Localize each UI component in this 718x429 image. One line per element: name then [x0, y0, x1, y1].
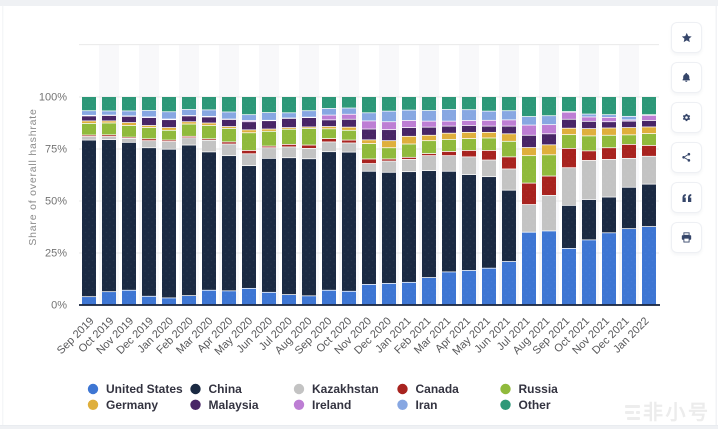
- svg-text:Iran: Iran: [416, 398, 438, 412]
- svg-text:Ireland: Ireland: [312, 398, 351, 412]
- svg-text:50%: 50%: [45, 195, 67, 207]
- svg-text:25%: 25%: [45, 247, 67, 259]
- svg-text:75%: 75%: [45, 143, 67, 155]
- svg-text:Malaysia: Malaysia: [209, 398, 259, 412]
- svg-text:100%: 100%: [39, 91, 67, 103]
- svg-text:Russia: Russia: [519, 382, 559, 396]
- svg-text:Kazakhstan: Kazakhstan: [312, 382, 379, 396]
- svg-text:Other: Other: [519, 398, 551, 412]
- svg-text:0%: 0%: [51, 299, 67, 311]
- svg-text:China: China: [209, 382, 243, 396]
- svg-text:Germany: Germany: [106, 398, 158, 412]
- svg-text:Canada: Canada: [416, 382, 460, 396]
- svg-text:United States: United States: [106, 382, 183, 396]
- svg-text:Share of overall hashrate: Share of overall hashrate: [27, 108, 39, 245]
